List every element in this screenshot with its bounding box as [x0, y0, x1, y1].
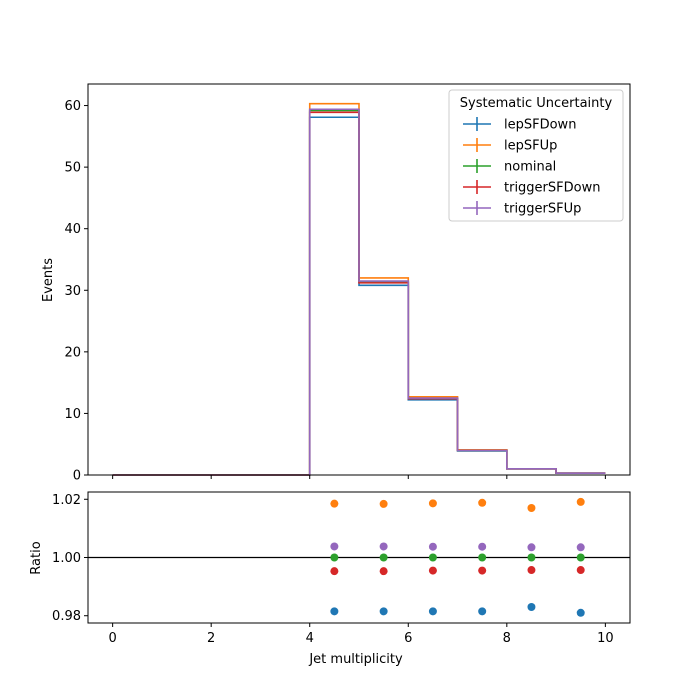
ratio-point-triggersfdown	[527, 566, 536, 575]
ratio-point-lepsfdown	[527, 602, 536, 611]
main-y-ticks: 0 10 20 30 40 50 60	[64, 99, 88, 484]
ratio-point-nominal	[527, 553, 536, 562]
ratio-point-lepsfup	[330, 499, 339, 508]
ratio-point-nominal	[330, 553, 339, 562]
ratio-y-tick-label: 1.02	[52, 493, 81, 508]
ratio-y-ticks: 0.98 1.00 1.02	[52, 493, 88, 624]
main-y-axis-label: Events	[41, 258, 56, 302]
legend-label-nominal: nominal	[504, 160, 556, 175]
main-y-tick-label: 20	[64, 345, 81, 360]
legend-label-triggersfup: triggerSFUp	[504, 202, 581, 217]
ratio-point-lepsfdown	[576, 608, 585, 617]
legend-entries: lepSFDown lepSFUp nominal triggerSFDown trig…	[463, 117, 600, 217]
ratio-point-lepsfup	[428, 499, 437, 508]
main-y-tick-label: 40	[64, 222, 81, 237]
ratio-point-triggersfup	[478, 542, 487, 551]
x-tick-label: 10	[597, 631, 614, 646]
ratio-x-ticks: 0 2 4 6 8 10	[108, 623, 614, 646]
x-tick-label: 2	[207, 631, 215, 646]
legend-entry-lepsfdown: lepSFDown	[463, 117, 576, 133]
ratio-series-group	[330, 497, 585, 617]
ratio-point-triggersfup	[379, 542, 388, 551]
ratio-point-nominal	[576, 553, 585, 562]
main-y-tick-label: 30	[64, 284, 81, 299]
ratio-y-tick-label: 1.00	[52, 551, 81, 566]
legend-entry-triggersfdown: triggerSFDown	[463, 180, 600, 196]
ratio-point-nominal	[379, 553, 388, 562]
ratio-y-axis-label: Ratio	[29, 541, 44, 574]
ratio-panel: 0.98 1.00 1.02 0 2 4 6 8 10 Ratio Jet multiplic…	[29, 491, 631, 667]
ratio-point-triggersfup	[428, 542, 437, 551]
ratio-point-triggersfdown	[428, 566, 437, 575]
ratio-point-triggersfup	[576, 543, 585, 552]
ratio-point-lepsfdown	[379, 607, 388, 616]
x-tick-label: 6	[404, 631, 412, 646]
ratio-point-triggersfup	[527, 543, 536, 552]
legend-entry-nominal: nominal	[463, 159, 556, 175]
x-axis-label: Jet multiplicity	[308, 652, 403, 667]
legend-frame	[448, 89, 624, 222]
legend-entry-triggersfup: triggerSFUp	[463, 201, 581, 217]
main-y-tick-label: 10	[64, 407, 81, 422]
ratio-point-lepsfup	[478, 498, 487, 507]
main-panel: 0 10 20 30 40 50 60 Events Systematic Uncertai…	[41, 83, 631, 484]
ratio-point-lepsfup	[379, 499, 388, 508]
ratio-point-triggersfdown	[478, 566, 487, 575]
main-x-ticks	[112, 475, 606, 479]
ratio-point-nominal	[428, 553, 437, 562]
ratio-point-lepsfup	[576, 497, 585, 506]
legend-label-triggersfdown: triggerSFDown	[504, 181, 600, 196]
main-y-tick-label: 50	[64, 161, 81, 176]
ratio-point-lepsfdown	[330, 607, 339, 616]
ratio-point-triggersfdown	[330, 567, 339, 576]
ratio-point-triggersfdown	[576, 566, 585, 575]
main-plot-frame	[87, 83, 631, 476]
ratio-point-lepsfup	[527, 504, 536, 513]
legend-title: Systematic Uncertainty	[460, 96, 613, 111]
ratio-point-lepsfdown	[478, 607, 487, 616]
legend-label-lepsfup: lepSFUp	[504, 139, 557, 154]
ratio-point-triggersfup	[330, 542, 339, 551]
x-tick-label: 0	[108, 631, 116, 646]
main-y-tick-label: 0	[73, 469, 81, 484]
ratio-point-lepsfdown	[428, 607, 437, 616]
main-y-tick-label: 60	[64, 99, 81, 114]
ratio-point-nominal	[478, 553, 487, 562]
x-tick-label: 4	[306, 631, 314, 646]
ratio-y-tick-label: 0.98	[52, 609, 81, 624]
legend-entry-lepsfup: lepSFUp	[463, 138, 557, 154]
x-tick-label: 8	[503, 631, 511, 646]
ratio-point-triggersfdown	[379, 567, 388, 576]
legend: Systematic Uncertainty lepSFDown lepSFUp n…	[448, 89, 624, 222]
legend-label-lepsfdown: lepSFDown	[504, 118, 576, 133]
